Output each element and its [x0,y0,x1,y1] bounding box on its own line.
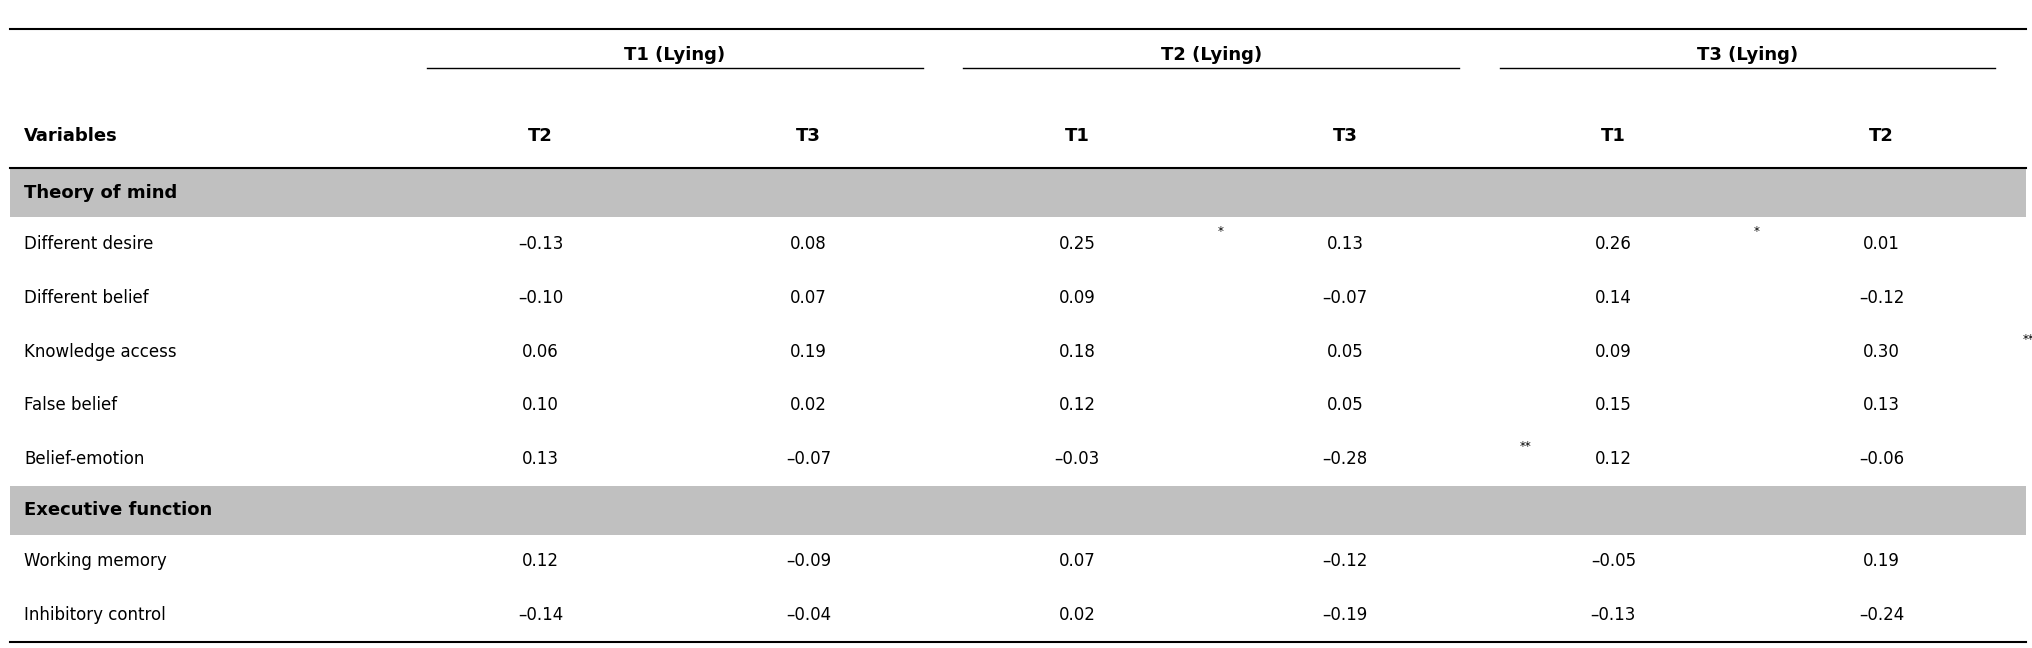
Text: 0.14: 0.14 [1595,289,1632,307]
Text: 0.10: 0.10 [522,397,559,414]
Text: 0.13: 0.13 [1863,397,1900,414]
Text: 0.05: 0.05 [1327,397,1363,414]
Text: *: * [1217,225,1223,238]
Text: Inhibitory control: Inhibitory control [24,607,167,624]
Bar [10,168,2026,217]
Text: T3 (Lying): T3 (Lying) [1697,46,1798,64]
Text: –0.12: –0.12 [1859,289,1904,307]
Text: –0.07: –0.07 [786,450,831,468]
Text: –0.13: –0.13 [1591,607,1636,624]
Text: –0.04: –0.04 [786,607,831,624]
Text: 0.19: 0.19 [790,343,827,360]
Text: 0.07: 0.07 [790,289,827,307]
Text: 0.08: 0.08 [790,235,827,253]
Text: –0.12: –0.12 [1323,553,1368,570]
Text: Knowledge access: Knowledge access [24,343,177,360]
Text: –0.28: –0.28 [1323,450,1368,468]
Text: –0.14: –0.14 [518,607,563,624]
Text: False belief: False belief [24,397,118,414]
Text: 0.25: 0.25 [1059,235,1095,253]
Text: –0.05: –0.05 [1591,553,1636,570]
Text: –0.19: –0.19 [1323,607,1368,624]
Text: **: ** [1520,440,1532,453]
Text: T3: T3 [797,127,821,145]
Text: –0.06: –0.06 [1859,450,1904,468]
Text: Theory of mind: Theory of mind [24,184,177,202]
Text: T2: T2 [528,127,553,145]
Text: –0.13: –0.13 [518,235,563,253]
Text: T1: T1 [1601,127,1626,145]
Text: T1: T1 [1065,127,1089,145]
Text: 0.01: 0.01 [1863,235,1900,253]
Text: Variables: Variables [24,127,118,145]
Text: 0.07: 0.07 [1059,553,1095,570]
Text: *: * [1754,225,1760,238]
Text: 0.13: 0.13 [1327,235,1363,253]
Bar [10,486,2026,535]
Text: 0.09: 0.09 [1595,343,1632,360]
Text: 0.05: 0.05 [1327,343,1363,360]
Text: Different belief: Different belief [24,289,148,307]
Text: 0.12: 0.12 [522,553,559,570]
Text: 0.06: 0.06 [522,343,559,360]
Text: –0.07: –0.07 [1323,289,1368,307]
Text: 0.26: 0.26 [1595,235,1632,253]
Text: T2: T2 [1869,127,1894,145]
Text: Working memory: Working memory [24,553,167,570]
Text: Belief-emotion: Belief-emotion [24,450,144,468]
Text: –0.03: –0.03 [1055,450,1099,468]
Text: **: ** [2022,332,2032,345]
Text: –0.09: –0.09 [786,553,831,570]
Text: 0.13: 0.13 [522,450,559,468]
Text: –0.10: –0.10 [518,289,563,307]
Text: Executive function: Executive function [24,502,213,519]
Text: 0.02: 0.02 [1059,607,1095,624]
Text: T2 (Lying): T2 (Lying) [1160,46,1262,64]
Text: 0.12: 0.12 [1059,397,1095,414]
Text: 0.30: 0.30 [1863,343,1900,360]
Text: 0.15: 0.15 [1595,397,1632,414]
Text: 0.02: 0.02 [790,397,827,414]
Text: 0.09: 0.09 [1059,289,1095,307]
Text: 0.18: 0.18 [1059,343,1095,360]
Text: T1 (Lying): T1 (Lying) [624,46,725,64]
Text: Different desire: Different desire [24,235,154,253]
Text: –0.24: –0.24 [1859,607,1904,624]
Text: 0.12: 0.12 [1595,450,1632,468]
Text: T3: T3 [1333,127,1357,145]
Text: 0.19: 0.19 [1863,553,1900,570]
